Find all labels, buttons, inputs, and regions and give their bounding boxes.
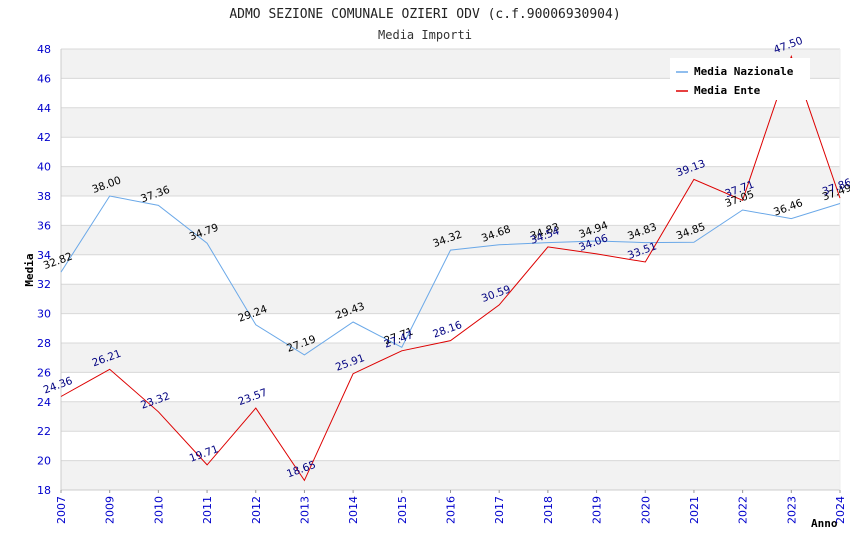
y-tick-label: 46	[37, 72, 51, 85]
series-line-1	[60, 54, 841, 482]
y-tick-label: 32	[37, 278, 51, 291]
x-axis-label: Anno	[811, 517, 838, 530]
grid-band	[61, 343, 840, 373]
x-tick-label: 2018	[542, 496, 555, 524]
x-tick-label: 2021	[688, 496, 701, 524]
y-tick-label: 26	[37, 366, 51, 379]
grid-band	[61, 107, 840, 138]
y-tick-label: 24	[37, 396, 51, 409]
y-tick-label: 22	[37, 425, 51, 438]
y-tick-label: 40	[37, 161, 51, 174]
y-tick-label: 36	[37, 219, 51, 232]
legend-box	[670, 58, 810, 100]
x-tick-label: 2007	[55, 496, 68, 524]
grid-band	[61, 284, 840, 314]
x-tick-label: 2015	[396, 496, 409, 524]
grid-band	[61, 166, 840, 196]
x-tick-label: 2016	[445, 496, 458, 524]
plot-background	[61, 49, 840, 490]
chart-subtitle: Media Importi	[378, 28, 472, 42]
x-tick-label: 2012	[250, 496, 263, 524]
x-tick-label: 2020	[639, 496, 652, 524]
x-tick-label: 2022	[737, 496, 750, 524]
x-tick-label: 2019	[591, 496, 604, 524]
x-tick-label: 2024	[834, 496, 847, 524]
legend-label-nazionale: Media Nazionale	[694, 65, 794, 78]
y-axis-label: Media	[23, 253, 36, 286]
y-tick-label: 30	[37, 308, 51, 321]
y-tick-label: 42	[37, 131, 51, 144]
y-tick-label: 20	[37, 455, 51, 468]
x-tick-label: 2017	[493, 496, 506, 524]
grid-band	[61, 401, 840, 432]
y-tick-label: 44	[37, 102, 51, 115]
y-tick-label: 18	[37, 484, 51, 497]
x-axis-ticks: 2007 2009 2010 2011 2012 2013 2014 2015 2016 2017…	[55, 490, 847, 524]
y-tick-label: 34	[37, 249, 51, 262]
x-tick-label: 2010	[152, 496, 165, 524]
x-tick-label: 2011	[201, 496, 214, 524]
y-tick-label: 38	[37, 190, 51, 203]
y-tick-label: 28	[37, 337, 51, 350]
x-tick-label: 2009	[104, 496, 117, 524]
series-lines	[60, 54, 841, 482]
legend-label-ente: Media Ente	[694, 84, 761, 97]
grid-band	[61, 460, 840, 490]
y-tick-label: 48	[37, 43, 51, 56]
chart-title: ADMO SEZIONE COMUNALE OZIERI ODV (c.f.90…	[229, 7, 620, 22]
legend: Media Nazionale Media Ente	[670, 58, 810, 100]
series-line-0	[60, 195, 841, 356]
x-tick-label: 2014	[347, 496, 360, 524]
y-axis-ticks: 18 20 22 24 26 28 30 32 34 36 38 40 42 44 46 48	[37, 43, 51, 497]
x-tick-label: 2013	[298, 496, 311, 524]
x-tick-label: 2023	[785, 496, 798, 524]
